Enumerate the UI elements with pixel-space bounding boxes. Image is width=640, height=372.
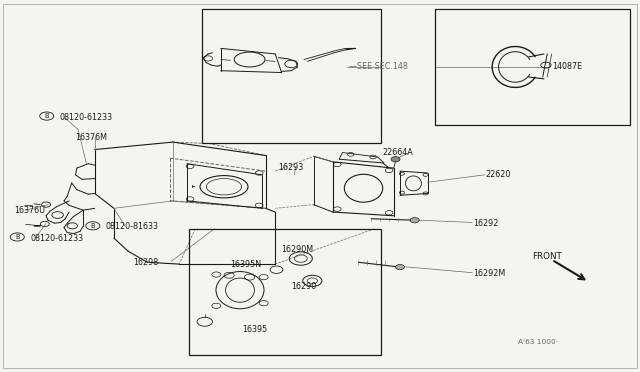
Text: A'63 1000·: A'63 1000· [518,339,559,345]
Text: 08120-61233: 08120-61233 [60,113,113,122]
Text: 14087E: 14087E [552,62,582,71]
Text: 16376U: 16376U [14,206,45,215]
Bar [435,9,630,125]
Text: 08120-61233: 08120-61233 [30,234,83,243]
Text: 22664A: 22664A [383,148,413,157]
Text: 16298: 16298 [133,258,158,267]
Bar [202,9,381,143]
Text: B: B [44,113,49,119]
Circle shape [410,218,419,223]
Text: B: B [90,223,95,229]
Text: 16290M: 16290M [282,245,314,254]
Text: 16290: 16290 [291,282,316,291]
Text: 08120-81633: 08120-81633 [106,222,159,231]
Text: B: B [15,234,20,240]
Circle shape [396,264,404,270]
Text: 16292M: 16292M [474,269,506,278]
Text: 16395: 16395 [242,325,267,334]
Text: —SEE SEC.148: —SEE SEC.148 [349,62,408,71]
Text: FRONT: FRONT [532,252,563,261]
Bar [189,229,381,355]
Circle shape [391,157,400,162]
Text: 16292: 16292 [474,219,499,228]
Text: 22620: 22620 [485,170,511,179]
Text: 16293: 16293 [278,163,303,172]
Text: 16395N: 16395N [230,260,262,269]
Text: 16376M: 16376M [76,133,108,142]
